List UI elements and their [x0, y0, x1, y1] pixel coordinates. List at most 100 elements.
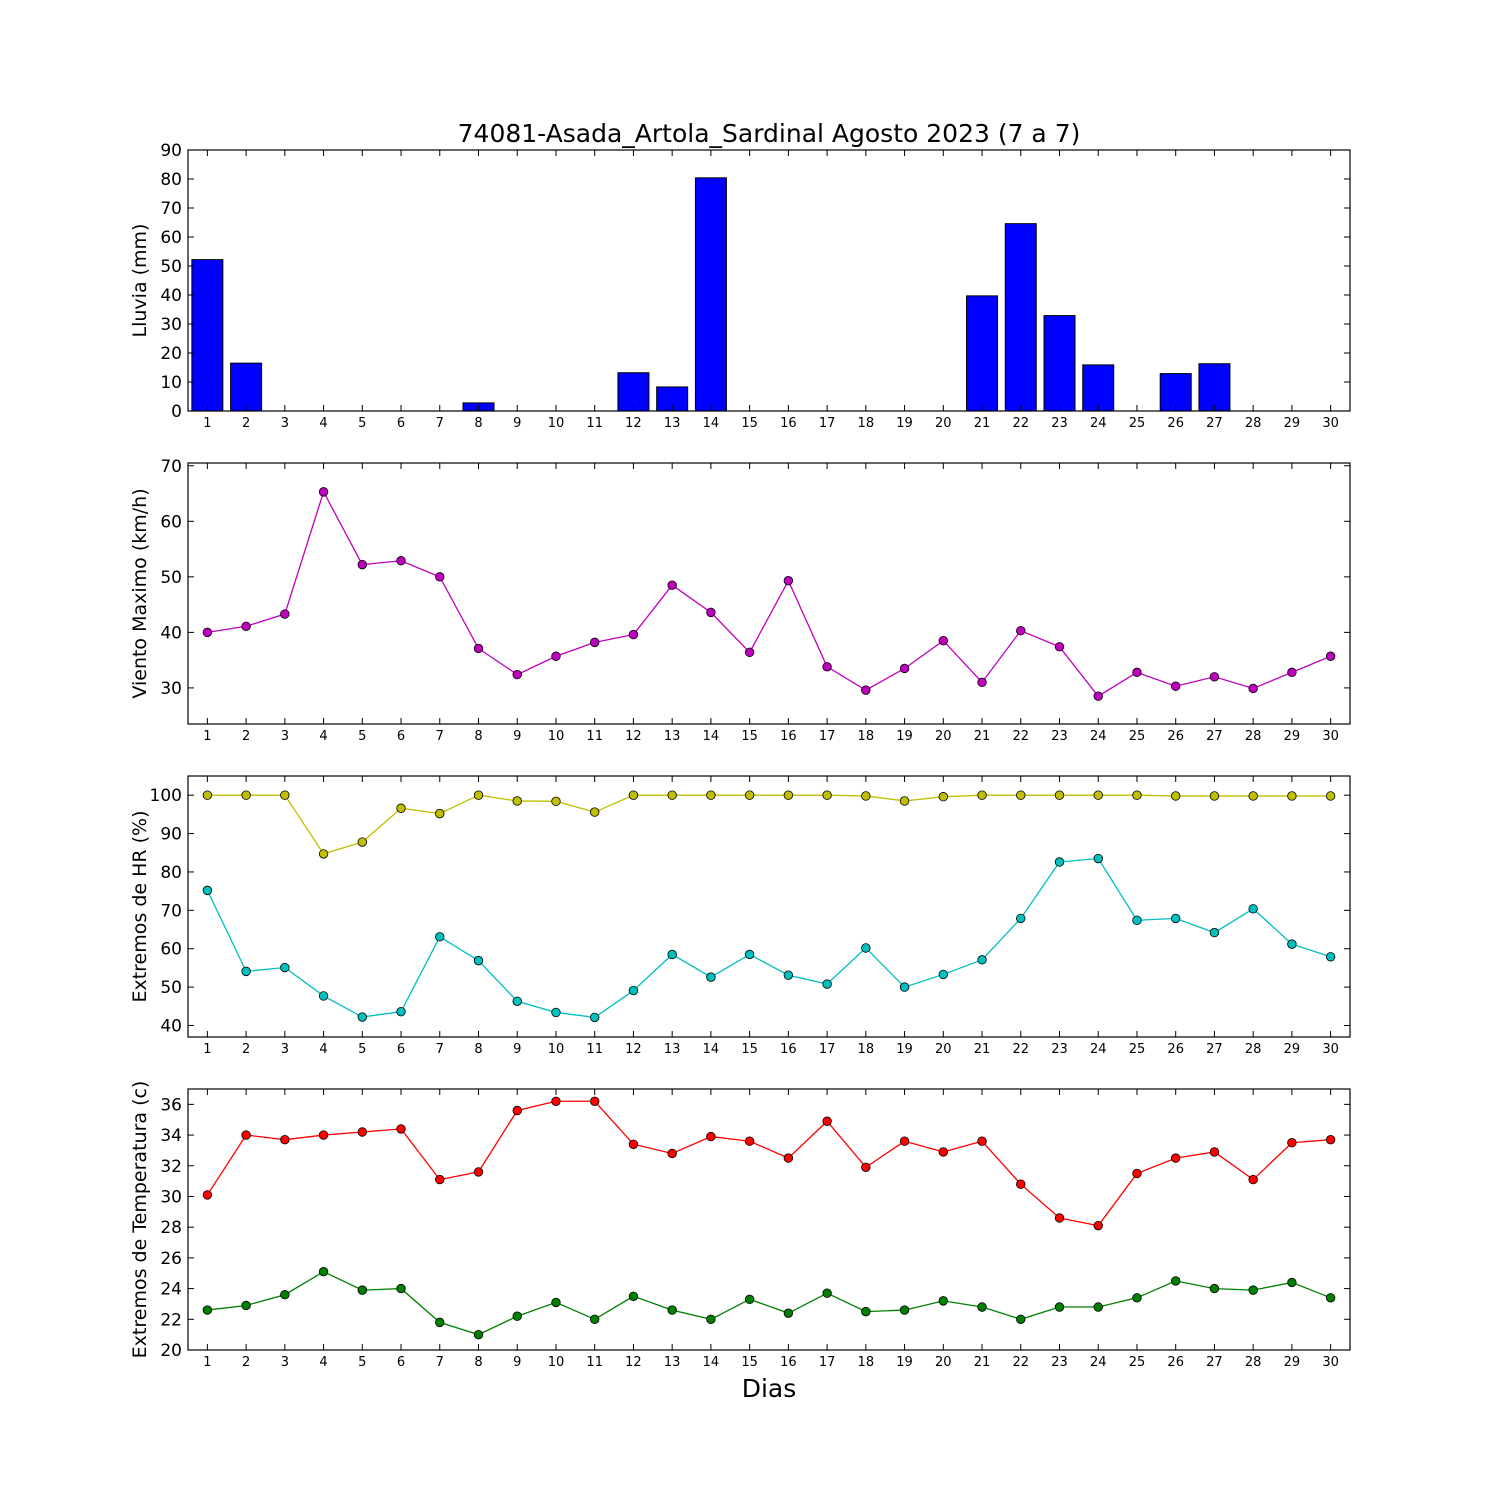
- x-tick-label: 1: [203, 729, 211, 744]
- data-point: [628, 629, 639, 640]
- x-tick-label: 18: [858, 1042, 875, 1057]
- data-point: [783, 1308, 794, 1318]
- data-point: [1093, 853, 1103, 864]
- data-point: [1054, 1213, 1065, 1223]
- x-tick-label: 7: [436, 416, 444, 431]
- axes-frame: [187, 462, 1351, 725]
- data-point: [1016, 790, 1026, 800]
- data-point: [241, 1300, 251, 1311]
- x-tick-label: 27: [1206, 416, 1223, 431]
- y-tick-label: 32: [160, 1157, 182, 1177]
- y-tick-label: 40: [160, 623, 182, 643]
- x-tick-label: 19: [896, 729, 913, 744]
- data-point: [1054, 642, 1065, 652]
- x-tick-label: 17: [819, 416, 836, 431]
- data-point: [938, 969, 949, 980]
- y-tick-label: 34: [160, 1126, 182, 1146]
- y-axis-label: Extremos de HR (%): [129, 810, 151, 1002]
- data-point: [783, 970, 794, 980]
- data-point: [1325, 791, 1336, 801]
- data-point: [1093, 1302, 1103, 1312]
- y-tick-label: 26: [160, 1249, 182, 1269]
- x-tick-label: 6: [397, 1042, 405, 1057]
- data-point: [1016, 626, 1026, 636]
- y-axis-label: Lluvia (mm): [129, 224, 151, 338]
- data-point: [977, 1302, 987, 1312]
- x-tick-label: 2: [242, 416, 250, 431]
- x-tick-label: 2: [242, 1355, 250, 1370]
- x-tick-label: 30: [1322, 1355, 1339, 1370]
- data-point: [1209, 1147, 1220, 1157]
- data-point: [512, 669, 522, 680]
- x-tick-label: 24: [1090, 1042, 1107, 1057]
- data-point: [280, 1134, 290, 1145]
- data-point: [667, 949, 677, 960]
- data-point: [1016, 1179, 1026, 1189]
- x-tick-label: 3: [281, 1042, 289, 1057]
- data-point: [1016, 913, 1026, 924]
- data-point: [1325, 1293, 1336, 1303]
- y-tick-label: 20: [160, 344, 182, 364]
- x-tick-label: 29: [1284, 1042, 1301, 1057]
- data-point: [899, 982, 910, 992]
- data-point: [512, 796, 522, 806]
- data-point: [435, 1174, 445, 1185]
- data-point: [318, 849, 329, 859]
- data-point: [783, 576, 794, 586]
- data-point: [396, 1006, 406, 1017]
- x-tick-label: 12: [625, 729, 642, 744]
- x-tick-label: 7: [436, 1042, 444, 1057]
- data-point: [706, 607, 716, 618]
- data-point: [1325, 651, 1336, 661]
- x-tick-label: 20: [935, 729, 952, 744]
- x-tick-label: 10: [548, 1042, 565, 1057]
- x-tick-label: 25: [1129, 1042, 1146, 1057]
- data-point: [861, 791, 871, 801]
- data-point: [1248, 1285, 1258, 1295]
- x-tick-label: 17: [819, 729, 836, 744]
- x-tick-label: 13: [664, 1042, 681, 1057]
- data-point: [1209, 1283, 1220, 1294]
- x-tick-label: 15: [741, 729, 758, 744]
- data-point: [473, 1329, 484, 1340]
- x-tick-label: 29: [1284, 416, 1301, 431]
- y-tick-label: 10: [160, 373, 182, 393]
- x-tick-label: 24: [1090, 416, 1107, 431]
- x-tick-label: 16: [780, 416, 797, 431]
- x-tick-label: 13: [664, 416, 681, 431]
- data-point: [1170, 1276, 1181, 1286]
- x-tick-label: 27: [1206, 1042, 1223, 1057]
- x-tick-label: 17: [819, 1042, 836, 1057]
- data-point: [241, 1130, 251, 1140]
- data-point: [783, 790, 794, 800]
- x-tick-label: 23: [1051, 416, 1068, 431]
- data-point: [318, 991, 329, 1001]
- data-point: [241, 621, 251, 631]
- x-tick-label: 15: [741, 1042, 758, 1057]
- x-tick-label: 21: [974, 729, 991, 744]
- data-point: [1325, 952, 1336, 962]
- data-point: [1209, 927, 1220, 938]
- data-point: [1132, 1293, 1142, 1303]
- data-point: [435, 572, 445, 582]
- x-tick-label: 6: [397, 416, 405, 431]
- data-point: [977, 1136, 987, 1146]
- x-tick-label: 25: [1129, 1355, 1146, 1370]
- x-tick-label: 26: [1167, 729, 1184, 744]
- x-tick-label: 20: [935, 1355, 952, 1370]
- x-tick-label: 11: [586, 416, 603, 431]
- axes-frame: [187, 775, 1351, 1038]
- data-point: [551, 1007, 561, 1018]
- data-point: [706, 972, 716, 982]
- data-point: [590, 807, 600, 817]
- y-tick-label: 30: [160, 679, 182, 699]
- data-point: [744, 1294, 755, 1305]
- data-point: [1093, 1220, 1103, 1231]
- data-point: [1093, 691, 1103, 701]
- data-point: [706, 1131, 716, 1142]
- bar: [1159, 373, 1192, 412]
- data-point: [628, 1291, 639, 1301]
- x-tick-label: 8: [474, 1042, 482, 1057]
